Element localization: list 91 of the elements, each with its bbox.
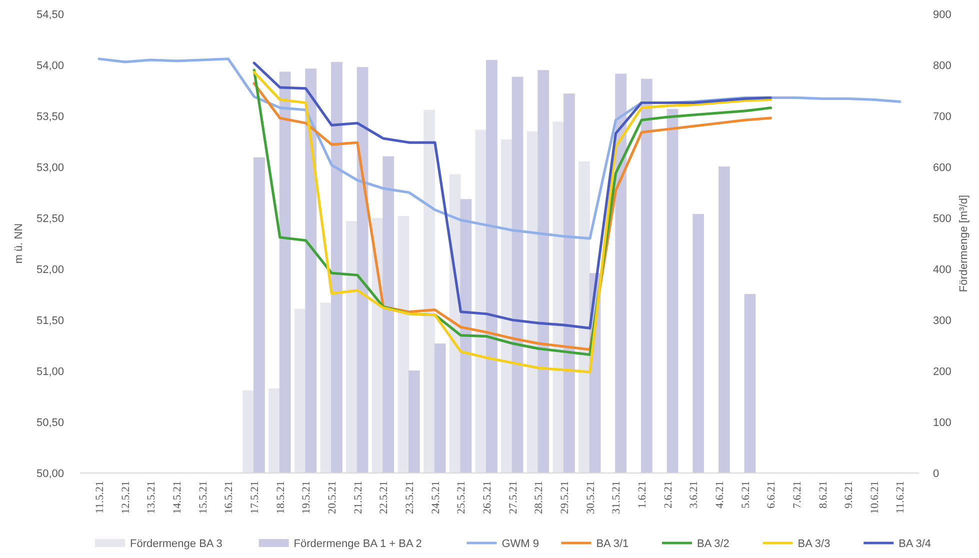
bar	[279, 72, 291, 473]
x-tick-label: 20.5.21	[326, 481, 338, 514]
legend-label: Fördermenge BA 3	[130, 538, 222, 550]
x-tick-label: 27.5.21	[507, 481, 520, 514]
x-tick-label: 11.5.21	[94, 481, 106, 514]
y2-tick-label: 0	[933, 468, 940, 480]
x-tick-label: 4.6.21	[714, 481, 726, 508]
bar	[578, 161, 590, 473]
x-tick-label: 26.5.21	[481, 481, 494, 514]
bar	[615, 74, 627, 473]
x-tick-label: 17.5.21	[248, 481, 261, 514]
bar	[564, 94, 575, 473]
x-tick-label: 29.5.21	[558, 481, 571, 514]
x-tick-label: 15.5.21	[197, 481, 210, 514]
legend-label: BA 3/3	[798, 538, 830, 550]
x-tick-label: 22.5.21	[378, 481, 390, 514]
x-tick-label: 31.5.21	[610, 481, 623, 514]
bar	[254, 157, 265, 473]
x-tick-label: 13.5.21	[146, 481, 158, 514]
x-tick-label: 5.6.21	[740, 481, 752, 508]
y-tick-label: 54,50	[36, 8, 64, 21]
x-tick-label: 24.5.21	[430, 481, 442, 514]
x-tick-label: 12.5.21	[120, 481, 132, 514]
bar	[356, 67, 368, 473]
y-tick-label: 51,50	[36, 314, 64, 327]
y2-tick-label: 100	[933, 416, 952, 429]
x-tick-label: 28.5.21	[533, 481, 546, 514]
x-tick-label: 19.5.21	[300, 481, 313, 514]
bar	[512, 76, 524, 473]
x-tick-label: 8.6.21	[817, 481, 830, 508]
y-tick-label: 50,00	[36, 468, 64, 480]
y-tick-label: 54,00	[36, 60, 64, 72]
bar	[434, 343, 446, 473]
bar	[382, 156, 394, 473]
x-tick-label: 23.5.21	[404, 481, 416, 514]
bar	[744, 294, 756, 473]
bar	[501, 139, 512, 473]
x-tick-label: 16.5.21	[223, 481, 236, 514]
x-tick-label: 18.5.21	[274, 481, 287, 514]
x-tick-label: 6.6.21	[766, 481, 778, 508]
bar	[408, 370, 420, 473]
y2-tick-label: 900	[933, 8, 952, 21]
bar	[718, 166, 730, 473]
bar	[268, 388, 280, 473]
bar	[552, 122, 564, 473]
x-tick-label: 2.6.21	[662, 481, 674, 508]
bar	[486, 60, 498, 473]
x-tick-label: 25.5.21	[456, 481, 468, 514]
y-tick-label: 53,00	[36, 162, 64, 174]
x-tick-label: 14.5.21	[171, 481, 184, 514]
bar	[305, 68, 317, 473]
legend-label: BA 3/4	[898, 538, 932, 550]
legend-label: BA 3/1	[596, 538, 629, 550]
y-tick-label: 50,50	[36, 416, 64, 429]
bar	[320, 302, 332, 473]
y-tick-label: 51,00	[36, 366, 64, 378]
x-tick-label: 9.6.21	[843, 481, 856, 508]
legend-label: BA 3/2	[697, 538, 730, 550]
x-tick-label: 21.5.21	[352, 481, 364, 514]
y2-tick-label: 200	[933, 366, 952, 378]
y2-tick-label: 800	[933, 60, 952, 72]
y-tick-label: 53,50	[36, 110, 64, 123]
x-tick-label: 7.6.21	[791, 481, 804, 508]
y2-tick-label: 700	[933, 110, 952, 123]
bar	[398, 216, 410, 473]
y2-axis-title: Fördermenge [m³/d]	[958, 194, 970, 292]
legend-label: Fördermenge BA 1 + BA 2	[294, 538, 422, 550]
y2-tick-label: 300	[933, 314, 952, 327]
y2-tick-label: 400	[933, 264, 952, 276]
bar	[424, 110, 435, 473]
y-axis-title: m ü. NN	[13, 223, 25, 264]
x-tick-label: 10.6.21	[868, 481, 881, 514]
bar	[475, 130, 487, 473]
legend-label: GWM 9	[502, 538, 539, 550]
y2-tick-label: 500	[933, 212, 952, 225]
x-tick-label: 1.6.21	[636, 481, 648, 508]
bar	[538, 70, 550, 473]
bar	[331, 62, 342, 473]
y2-tick-label: 600	[933, 162, 952, 174]
bar	[294, 308, 306, 473]
x-tick-label: 30.5.21	[584, 481, 597, 514]
x-tick-label: 11.6.21	[894, 481, 907, 514]
bar	[242, 390, 254, 473]
y-tick-label: 52,00	[36, 264, 64, 276]
bar	[346, 221, 358, 473]
bar	[692, 214, 704, 473]
x-tick-label: 3.6.21	[688, 481, 700, 508]
bar	[641, 78, 652, 473]
y-tick-label: 52,50	[36, 212, 64, 225]
bar	[666, 108, 678, 473]
bar	[460, 199, 472, 473]
